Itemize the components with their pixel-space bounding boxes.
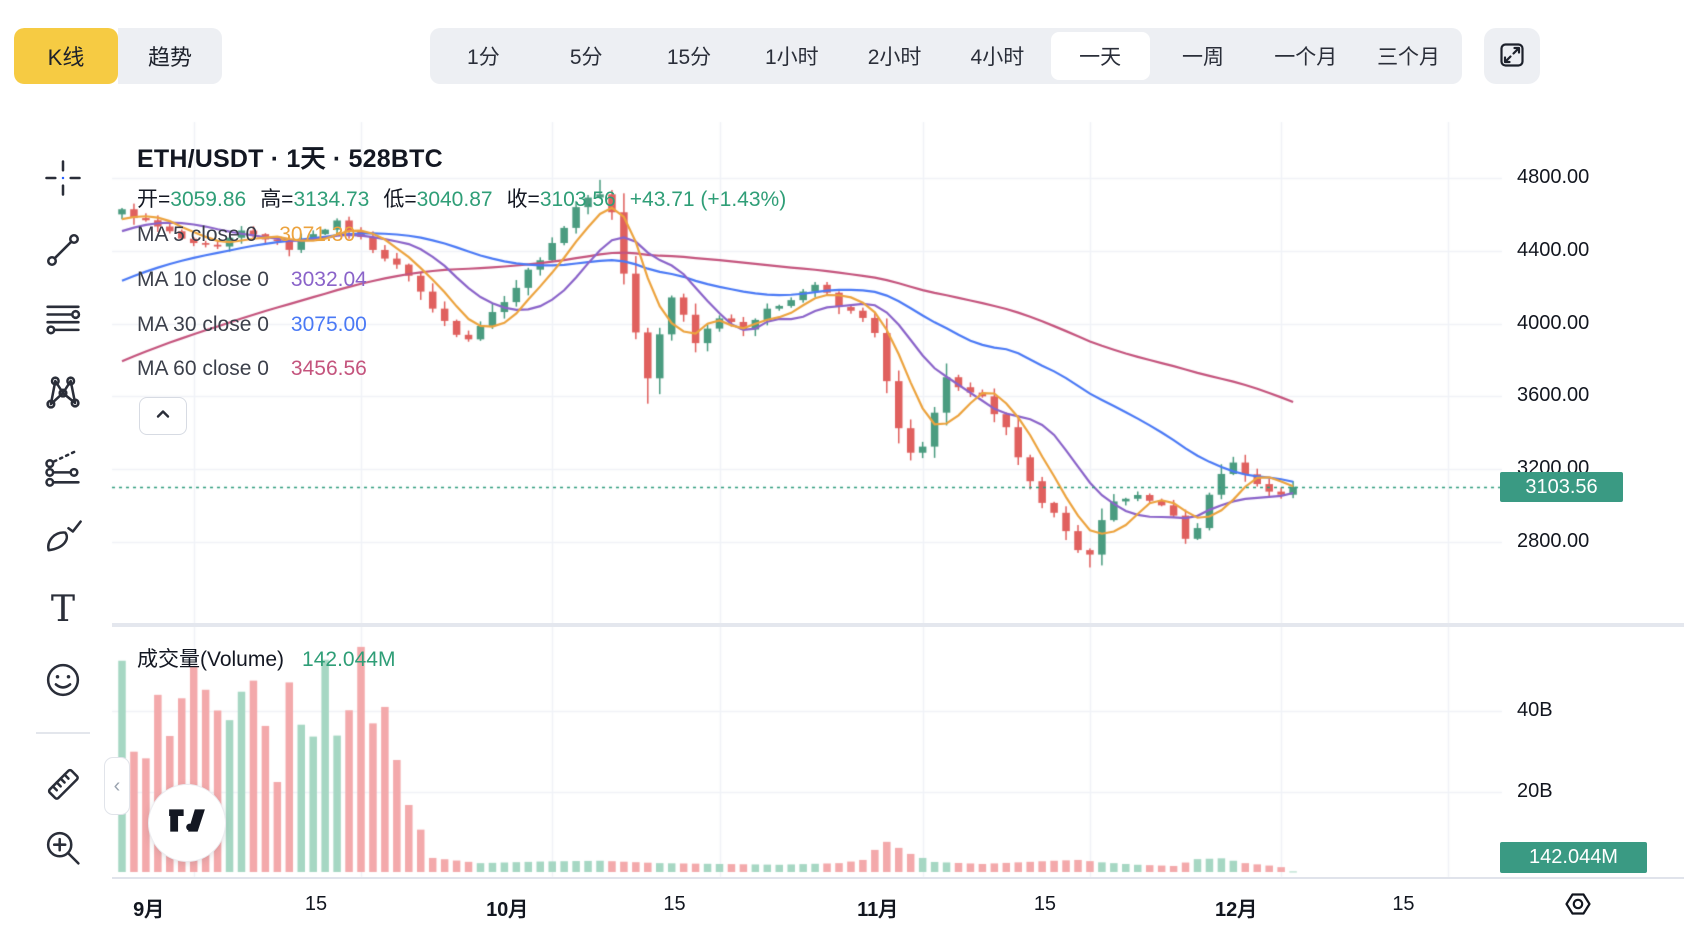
low-value: 3040.87 bbox=[416, 188, 493, 211]
expand-icon bbox=[1498, 41, 1526, 72]
last-price-badge: 3103.56 bbox=[1500, 472, 1623, 502]
change-value: +43.71 (+1.43%) bbox=[629, 188, 787, 211]
legend-collapse-button[interactable] bbox=[139, 397, 187, 435]
timeframe-5m[interactable]: 5分 bbox=[537, 32, 636, 80]
time-tick-dec: 12月 bbox=[1215, 899, 1258, 921]
sidebar-collapse-tab[interactable]: ‹ bbox=[104, 757, 130, 815]
xabcd-pattern-icon bbox=[41, 370, 85, 419]
brush-icon bbox=[41, 515, 85, 564]
ma5-label: MA 5 close 0 bbox=[137, 223, 258, 246]
volume-legend: 成交量(Volume) 142.044M bbox=[137, 643, 395, 673]
volume-badge: 142.044M bbox=[1500, 842, 1647, 873]
ma10-value: 3032.04 bbox=[290, 268, 367, 291]
timeframe-3mo[interactable]: 三个月 bbox=[1359, 32, 1458, 80]
ohlc-readout: 开=3059.86 高=3134.73 低=3040.87 收=3103.56 +43.… bbox=[137, 183, 800, 213]
text-tool[interactable]: T bbox=[38, 587, 88, 637]
tradingview-logo[interactable] bbox=[149, 785, 225, 861]
tab-trend[interactable]: 趋势 bbox=[118, 28, 222, 84]
ma30-value: 3075.00 bbox=[290, 313, 367, 336]
timeframe-4h[interactable]: 4小时 bbox=[948, 32, 1047, 80]
ma10-label: MA 10 close 0 bbox=[137, 268, 269, 291]
toolbar-divider bbox=[36, 732, 90, 734]
timeframe-bar: 1分 5分 15分 1小时 2小时 4小时 一天 一周 一个月 三个月 bbox=[430, 28, 1462, 84]
svg-text:T: T bbox=[51, 588, 75, 630]
ma60-label: MA 60 close 0 bbox=[137, 357, 269, 380]
timeframe-1w[interactable]: 一周 bbox=[1154, 32, 1253, 80]
volume-tick-40b: 40B bbox=[1517, 699, 1553, 722]
emoji-icon bbox=[41, 658, 85, 707]
emoji-tool[interactable] bbox=[38, 657, 88, 707]
forecast-icon bbox=[41, 446, 85, 495]
zoom-in-tool[interactable] bbox=[38, 825, 88, 875]
ruler-tool[interactable] bbox=[38, 761, 88, 811]
time-tick-sep: 9月 bbox=[133, 899, 165, 921]
tab-candlestick[interactable]: K线 bbox=[14, 28, 118, 84]
close-label: 收= bbox=[506, 188, 540, 211]
timeframe-1m[interactable]: 1分 bbox=[434, 32, 533, 80]
gear-icon bbox=[1563, 889, 1593, 924]
text-icon: T bbox=[41, 587, 85, 637]
ruler-icon bbox=[41, 762, 85, 811]
price-tick-4400: 4400.00 bbox=[1517, 238, 1590, 261]
xabcd-pattern-tool[interactable] bbox=[38, 369, 88, 419]
volume-tick-20b: 20B bbox=[1517, 779, 1553, 802]
brush-tool[interactable] bbox=[38, 514, 88, 564]
settings-button[interactable] bbox=[1562, 890, 1594, 922]
volume-label: 成交量(Volume) bbox=[137, 648, 285, 671]
ma5-value: 3071.30 bbox=[279, 223, 356, 246]
zoom-in-icon bbox=[41, 826, 85, 875]
ma5-row: MA 5 close 0 3071.30 bbox=[137, 223, 355, 247]
chevron-left-icon: ‹ bbox=[113, 774, 121, 797]
ma60-value: 3456.56 bbox=[290, 357, 367, 380]
open-label: 开= bbox=[137, 188, 171, 211]
high-value: 3134.73 bbox=[293, 188, 370, 211]
forecast-tool[interactable] bbox=[38, 445, 88, 495]
crosshair-icon bbox=[41, 156, 85, 205]
ma30-label: MA 30 close 0 bbox=[137, 313, 269, 336]
high-label: 高= bbox=[260, 188, 294, 211]
timeframe-1d[interactable]: 一天 bbox=[1050, 32, 1150, 80]
close-value: 3103.56 bbox=[539, 188, 616, 211]
time-tick-oct: 10月 bbox=[486, 899, 529, 921]
tradingview-logo-icon bbox=[168, 808, 206, 838]
time-tick-dec15: 15 bbox=[1392, 893, 1415, 915]
chart-type-switch: K线 趋势 bbox=[14, 28, 222, 84]
volume-value: 142.044M bbox=[302, 648, 396, 671]
horizontal-lines-icon bbox=[41, 298, 85, 347]
time-tick-oct15: 15 bbox=[663, 893, 686, 915]
horizontal-lines-tool[interactable] bbox=[38, 297, 88, 347]
trend-line-tool[interactable] bbox=[38, 227, 88, 277]
chart-title: ETH/USDT · 1天 · 528BTC bbox=[137, 145, 443, 173]
timeframe-1h[interactable]: 1小时 bbox=[742, 32, 841, 80]
timeframe-1mo[interactable]: 一个月 bbox=[1256, 32, 1355, 80]
fullscreen-button[interactable] bbox=[1484, 28, 1540, 84]
trend-line-icon bbox=[41, 228, 85, 277]
chevron-up-icon bbox=[151, 402, 175, 431]
ma60-row: MA 60 close 0 3456.56 bbox=[137, 357, 367, 381]
open-value: 3059.86 bbox=[170, 188, 247, 211]
crosshair-tool[interactable] bbox=[38, 155, 88, 205]
timeframe-2h[interactable]: 2小时 bbox=[845, 32, 944, 80]
ma10-row: MA 10 close 0 3032.04 bbox=[137, 268, 367, 292]
time-tick-nov15: 15 bbox=[1033, 893, 1057, 915]
time-tick-sep15: 15 bbox=[304, 893, 328, 915]
timeframe-15m[interactable]: 15分 bbox=[640, 32, 739, 80]
price-tick-4000: 4000.00 bbox=[1517, 311, 1590, 334]
pane-divider[interactable] bbox=[112, 623, 1684, 627]
time-tick-nov: 11月 bbox=[857, 899, 899, 921]
time-axis-border bbox=[112, 877, 1684, 879]
price-tick-3600: 3600.00 bbox=[1517, 384, 1590, 407]
ma30-row: MA 30 close 0 3075.00 bbox=[137, 313, 367, 337]
low-label: 低= bbox=[383, 188, 417, 211]
price-tick-2800: 2800.00 bbox=[1517, 530, 1590, 552]
price-tick-4800: 4800.00 bbox=[1517, 166, 1590, 188]
